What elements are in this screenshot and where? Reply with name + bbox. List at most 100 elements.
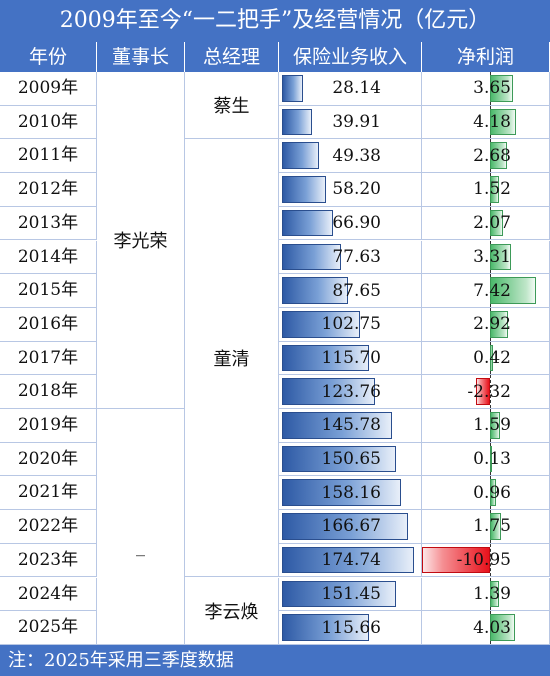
year-cell: 2016年 bbox=[0, 307, 97, 342]
table-title: 2009年至今“一二把手”及经营情况（亿元） bbox=[0, 0, 550, 42]
revenue-value: 158.16 bbox=[321, 482, 381, 503]
year-cell: 2017年 bbox=[0, 341, 97, 376]
chairman-cell-name: 李光荣 bbox=[113, 231, 168, 252]
year-cell: 2012年 bbox=[0, 173, 97, 207]
revenue-value: 87.65 bbox=[332, 280, 381, 301]
revenue-cell: 123.76 bbox=[279, 375, 422, 409]
manager-cell: 李云焕 bbox=[185, 577, 279, 645]
zero-axis bbox=[490, 375, 491, 408]
revenue-value: 115.70 bbox=[321, 347, 381, 368]
revenue-bar bbox=[282, 243, 341, 271]
net-profit-bar bbox=[490, 176, 500, 203]
revenue-cell: 49.38 bbox=[279, 139, 422, 174]
net-profit-bar bbox=[490, 614, 515, 641]
chairman-cell: 李光荣 bbox=[97, 72, 185, 409]
net-profit-bar bbox=[490, 75, 513, 102]
net-profit-cell: 0.96 bbox=[422, 476, 550, 511]
revenue-bar bbox=[282, 310, 360, 338]
net-profit-cell: 2.68 bbox=[422, 139, 550, 174]
net-profit-value: 4.18 bbox=[473, 112, 511, 133]
net-profit-cell: 2.07 bbox=[422, 206, 550, 241]
revenue-value: 66.90 bbox=[332, 213, 381, 234]
net-profit-bar bbox=[490, 580, 499, 608]
net-profit-value: -2.32 bbox=[467, 381, 511, 402]
revenue-value: 49.38 bbox=[332, 145, 381, 166]
revenue-cell: 58.20 bbox=[279, 173, 422, 207]
year-cell: 2014年 bbox=[0, 240, 97, 275]
year-cell: 2019年 bbox=[0, 409, 97, 443]
revenue-value: 145.78 bbox=[321, 415, 381, 436]
year-cell: 2010年 bbox=[0, 105, 97, 140]
revenue-cell: 115.70 bbox=[279, 341, 422, 376]
revenue-bar bbox=[282, 513, 408, 540]
revenue-cell: 39.91 bbox=[279, 105, 422, 140]
revenue-value: 39.91 bbox=[332, 112, 381, 133]
net-profit-bar bbox=[475, 378, 490, 405]
revenue-bar bbox=[282, 479, 402, 507]
year-cell: 2011年 bbox=[0, 139, 97, 174]
header-manager: 总经理 bbox=[185, 42, 279, 72]
revenue-cell: 66.90 bbox=[279, 206, 422, 241]
zero-axis bbox=[490, 543, 491, 577]
net-profit-value: 1.39 bbox=[473, 583, 511, 604]
revenue-cell: 174.74 bbox=[279, 543, 422, 578]
header-chairman: 董事长 bbox=[97, 42, 185, 72]
revenue-bar bbox=[282, 142, 320, 170]
net-profit-value: 0.42 bbox=[473, 347, 511, 368]
revenue-cell: 87.65 bbox=[279, 274, 422, 308]
net-profit-cell: 1.52 bbox=[422, 173, 550, 207]
revenue-bar bbox=[282, 445, 396, 473]
net-profit-value: 0.96 bbox=[473, 482, 511, 503]
revenue-cell: 145.78 bbox=[279, 409, 422, 443]
net-profit-cell: 1.59 bbox=[422, 409, 550, 443]
revenue-value: 102.75 bbox=[321, 314, 381, 335]
net-profit-cell: 2.92 bbox=[422, 307, 550, 342]
net-profit-value: 2.92 bbox=[473, 314, 511, 335]
revenue-value: 123.76 bbox=[321, 381, 381, 402]
revenue-bar bbox=[282, 277, 349, 304]
revenue-bar bbox=[282, 209, 333, 237]
revenue-bar bbox=[282, 378, 376, 405]
header-year: 年份 bbox=[0, 42, 97, 72]
net-profit-cell: 0.13 bbox=[422, 442, 550, 477]
year-cell: 2015年 bbox=[0, 274, 97, 308]
revenue-bar bbox=[282, 546, 414, 574]
year-cell: 2020年 bbox=[0, 442, 97, 477]
year-cell: 2025年 bbox=[0, 611, 97, 645]
net-profit-cell: 1.75 bbox=[422, 510, 550, 544]
year-cell: 2009年 bbox=[0, 72, 97, 106]
manager-cell: 童清 bbox=[185, 139, 279, 578]
revenue-value: 151.45 bbox=[321, 583, 381, 604]
footnote: 注：2025年采用三季度数据 bbox=[0, 645, 550, 676]
manager-cell: 蔡生 bbox=[185, 72, 279, 140]
revenue-value: 28.14 bbox=[332, 78, 381, 99]
header-row: 年份 董事长 总经理 保险业务收入 净利润 bbox=[0, 42, 550, 72]
revenue-cell: 115.66 bbox=[279, 611, 422, 645]
revenue-value: 58.20 bbox=[332, 179, 381, 200]
revenue-bar bbox=[282, 344, 370, 372]
net-profit-cell: -10.95 bbox=[422, 543, 550, 578]
net-profit-bar bbox=[490, 108, 516, 136]
revenue-value: 166.67 bbox=[321, 516, 381, 537]
net-profit-value: 2.68 bbox=[473, 145, 511, 166]
net-profit-cell: 4.18 bbox=[422, 105, 550, 140]
net-profit-value: 0.13 bbox=[473, 449, 511, 470]
revenue-cell: 151.45 bbox=[279, 577, 422, 612]
net-profit-bar bbox=[490, 344, 493, 372]
revenue-bar bbox=[282, 580, 397, 608]
net-profit-bar bbox=[490, 310, 509, 338]
net-profit-bar bbox=[490, 209, 503, 237]
revenue-value: 77.63 bbox=[332, 246, 381, 267]
year-cell: 2023年 bbox=[0, 543, 97, 578]
net-profit-value: 3.31 bbox=[473, 246, 511, 267]
net-profit-value: -10.95 bbox=[456, 550, 511, 571]
revenue-cell: 77.63 bbox=[279, 240, 422, 275]
net-profit-bar bbox=[490, 243, 511, 271]
revenue-cell: 102.75 bbox=[279, 307, 422, 342]
net-profit-bar bbox=[490, 479, 496, 507]
net-profit-cell: 4.03 bbox=[422, 611, 550, 645]
header-net-profit: 净利润 bbox=[422, 42, 550, 72]
net-profit-cell: 1.39 bbox=[422, 577, 550, 612]
net-profit-cell: 3.31 bbox=[422, 240, 550, 275]
manager-cell-name: 李云焕 bbox=[204, 601, 259, 623]
